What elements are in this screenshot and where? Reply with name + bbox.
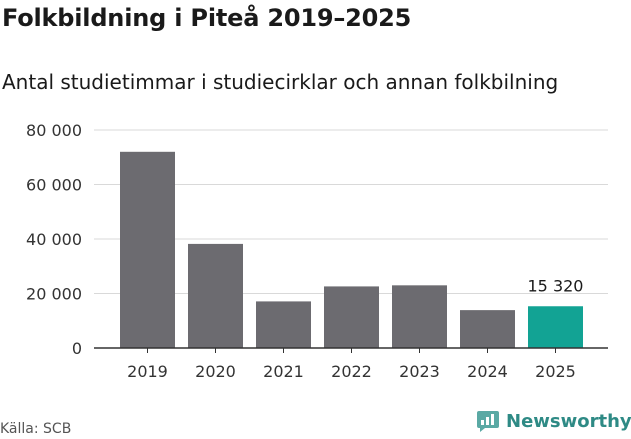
x-tick-label: 2023 — [399, 362, 440, 381]
x-tick-label: 2024 — [467, 362, 508, 381]
newsworthy-brand: Newsworthy — [476, 409, 631, 433]
x-tick-label: 2025 — [535, 362, 576, 381]
brand-name: Newsworthy — [506, 410, 631, 432]
chart-subtitle: Antal studietimmar i studiecirklar och a… — [2, 70, 559, 94]
bar — [188, 243, 243, 348]
data-label: 15 320 — [528, 276, 584, 295]
newsworthy-logo-icon — [477, 411, 499, 432]
bar — [120, 151, 175, 348]
bar-chart: 0 20 000 40 000 60 000 80 000 2019 2020 2021 202… — [26, 121, 608, 381]
y-tick-label: 20 000 — [26, 285, 82, 304]
source-note: Källa: SCB — [0, 421, 72, 437]
bar — [256, 301, 311, 348]
y-tick-label: 0 — [72, 339, 82, 358]
x-tick-label: 2020 — [195, 362, 236, 381]
y-tick-label: 80 000 — [26, 121, 82, 140]
chart-title: Folkbildning i Piteå 2019–2025 — [2, 4, 412, 32]
y-tick-label: 40 000 — [26, 230, 82, 249]
y-tick-label: 60 000 — [26, 176, 82, 195]
bar — [528, 306, 583, 348]
bar — [460, 310, 515, 348]
x-tick-label: 2019 — [127, 362, 168, 381]
bar — [392, 285, 447, 348]
x-tick-label: 2021 — [263, 362, 304, 381]
x-tick-label: 2022 — [331, 362, 372, 381]
bar — [324, 286, 379, 348]
